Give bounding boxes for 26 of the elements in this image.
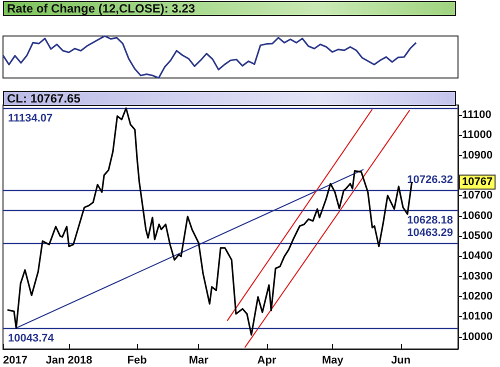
- ref-line-label: 10043.74: [8, 332, 55, 345]
- y-tick-label: 10300: [462, 270, 493, 282]
- x-tick-label: Jun: [391, 354, 411, 366]
- y-tick-label: 10700: [462, 190, 493, 202]
- y-tick-label: 10900: [462, 149, 493, 162]
- chart-title: Rate of Change (12,CLOSE): 3.23: [7, 2, 196, 16]
- x-tick-label: Feb: [127, 354, 148, 366]
- y-tick-label: 10400: [462, 250, 493, 262]
- ref-line-label: 11134.07: [8, 112, 53, 125]
- ref-line-label: 10628.18: [407, 214, 453, 227]
- ref-line-label: 10726.32: [407, 174, 453, 186]
- y-tick-label: 10200: [462, 290, 493, 303]
- x-tick-label: Jan 2018: [46, 354, 92, 366]
- y-tick-label: 11100: [462, 109, 492, 122]
- chart-title: CL: 10767.65: [7, 92, 81, 106]
- y-tick-label: 10100: [462, 310, 493, 323]
- x-tick-label: Mar: [188, 354, 210, 366]
- y-tick-label: 10000: [462, 330, 493, 343]
- y-tick-label: 10500: [462, 230, 493, 242]
- annotation: 10767: [462, 176, 493, 188]
- y-tick-label: 10600: [462, 210, 493, 222]
- y-tick-label: 11000: [462, 129, 492, 142]
- x-tick-label: Apr: [257, 354, 277, 366]
- x-tick-label: 2017: [3, 354, 28, 366]
- ref-line-label: 10463.29: [407, 226, 453, 239]
- x-tick-label: May: [322, 354, 344, 366]
